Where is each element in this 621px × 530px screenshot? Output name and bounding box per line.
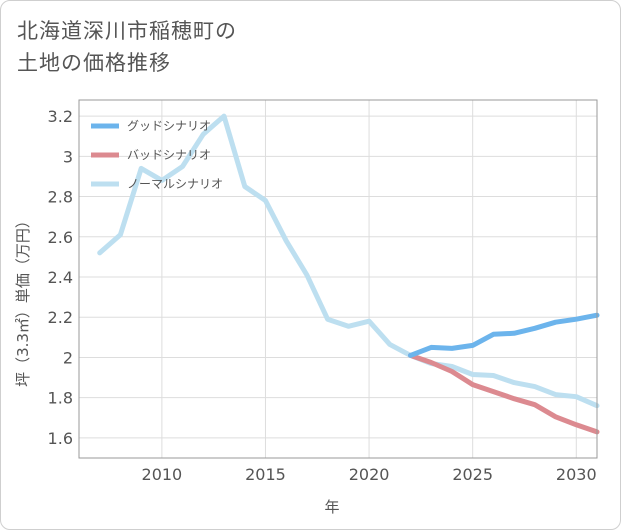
- legend-label: グッドシナリオ: [127, 119, 211, 133]
- series-line-3: [97, 113, 600, 409]
- x-tick-label: 2025: [452, 465, 493, 484]
- y-tick-label: 3.2: [48, 107, 73, 126]
- y-tick-label: 2.4: [48, 268, 73, 287]
- y-tick-label: 2.6: [48, 228, 73, 247]
- x-axis-label: 年: [324, 498, 339, 516]
- y-tick-label: 1.8: [48, 389, 73, 408]
- y-tick-label: 2.2: [48, 308, 73, 327]
- x-tick-label: 2010: [142, 465, 183, 484]
- y-tick-label: 3: [63, 147, 73, 166]
- x-tick-labels: 2010 2015 2020 2025 2030: [142, 465, 597, 484]
- series-line-2: [408, 352, 600, 435]
- legend-label: ノーマルシナリオ: [127, 177, 223, 191]
- x-tick-label: 2020: [349, 465, 390, 484]
- y-tick-label: 2: [63, 348, 73, 367]
- series-line-1: [408, 312, 600, 358]
- x-tick-label: 2030: [556, 465, 597, 484]
- grid-lines: [79, 100, 597, 458]
- x-tick-label: 2015: [245, 465, 286, 484]
- y-axis-label: 坪（3.3㎡）単価（万円）: [14, 213, 32, 387]
- plot-frame: [78, 99, 598, 459]
- series-lines: [97, 113, 600, 435]
- legend-label: バッドシナリオ: [127, 148, 211, 162]
- y-tick-labels: 1.6 1.8 2 2.2 2.4 2.6 2.8 3 3.2: [48, 107, 73, 448]
- chart-title: 北海道深川市稲穂町の 土地の価格推移: [17, 19, 237, 75]
- y-tick-label: 2.8: [48, 188, 73, 207]
- y-tick-label: 1.6: [48, 429, 73, 448]
